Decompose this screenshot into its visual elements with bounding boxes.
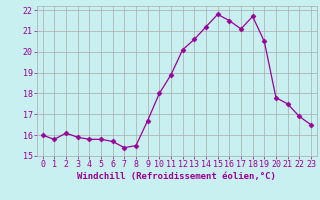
X-axis label: Windchill (Refroidissement éolien,°C): Windchill (Refroidissement éolien,°C) — [77, 172, 276, 181]
